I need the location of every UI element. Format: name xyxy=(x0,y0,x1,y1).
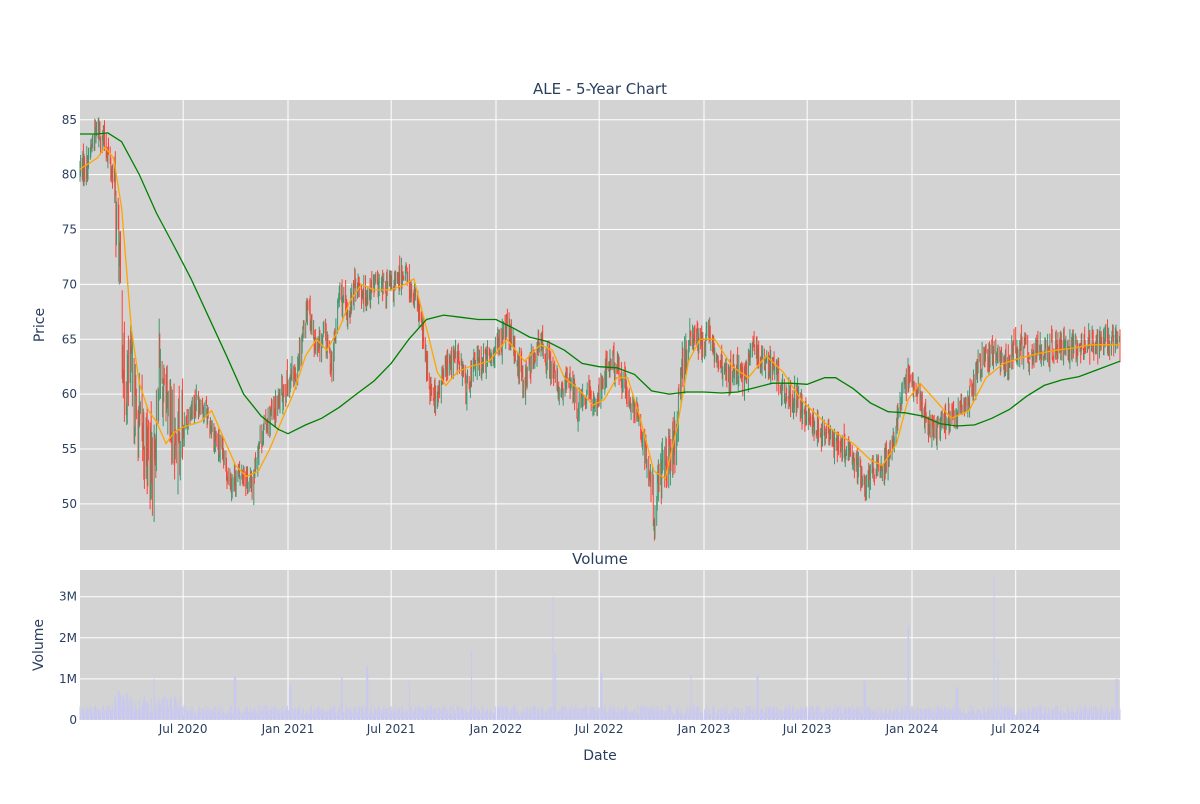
volume-series xyxy=(79,576,1121,720)
x-tick-label: Jan 2023 xyxy=(677,722,731,736)
x-tick-label: Jul 2023 xyxy=(782,722,832,736)
volume-y-tick-label: 1M xyxy=(59,672,77,686)
x-tick-label: Jul 2024 xyxy=(990,722,1040,736)
price-axis-label: Price xyxy=(32,308,48,342)
price-y-tick-label: 70 xyxy=(62,277,77,291)
volume-plot-background xyxy=(80,570,1120,720)
price-panel: 50 55 60 65 70 75 80 85 xyxy=(62,100,1121,550)
price-y-tick-label: 60 xyxy=(62,387,77,401)
price-y-tick-label: 50 xyxy=(62,497,77,511)
x-axis-label: Date xyxy=(583,748,616,764)
volume-y-tick-label: 0 xyxy=(69,713,77,727)
x-tick-label: Jul 2020 xyxy=(158,722,208,736)
price-y-tick-label: 55 xyxy=(62,442,77,456)
volume-y-tick-label: 3M xyxy=(59,590,77,604)
x-tick-label: Jan 2022 xyxy=(469,722,523,736)
x-tick-label: Jul 2021 xyxy=(366,722,416,736)
volume-title: Volume xyxy=(572,550,628,568)
x-tick-label: Jan 2024 xyxy=(885,722,939,736)
volume-axis-label: Volume xyxy=(31,619,47,671)
moving-average-short-line xyxy=(79,146,1120,480)
candlestick-series xyxy=(79,117,1121,541)
chart-title: ALE - 5-Year Chart xyxy=(533,80,667,98)
x-tick-label: Jul 2022 xyxy=(574,722,624,736)
price-y-tick-label: 75 xyxy=(62,223,77,237)
price-y-tick-label: 80 xyxy=(62,168,77,182)
price-y-tick-label: 65 xyxy=(62,332,77,346)
moving-average-long-line xyxy=(80,132,1121,435)
price-y-tick-label: 85 xyxy=(62,113,77,127)
volume-panel: 0 1M 2M 3M Jul 2020 Jan 2021 Jul 2021 Jan 2022 J… xyxy=(59,570,1121,736)
x-tick-label: Jan 2021 xyxy=(261,722,315,736)
volume-y-tick-label: 2M xyxy=(59,631,77,645)
